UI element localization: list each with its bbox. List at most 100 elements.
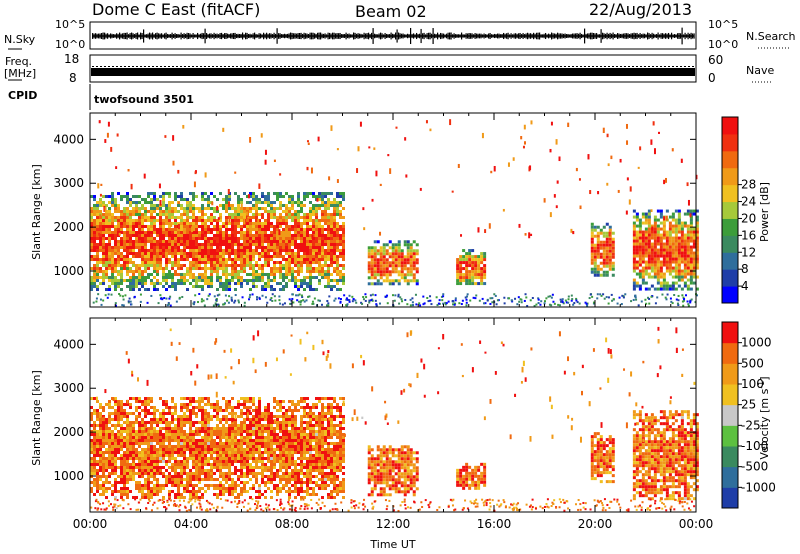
velocity-echo-cell: [108, 436, 111, 440]
power-echo-cell: [132, 285, 135, 289]
power-echo-cell: [635, 248, 639, 252]
nave-trace-dot: [444, 66, 446, 67]
power-echo-cell: [656, 287, 660, 291]
power-echo-cell: [412, 267, 416, 271]
power-scatter-cell: [561, 298, 564, 301]
power-echo-cell: [324, 201, 327, 205]
nave-trace-dot: [124, 66, 126, 67]
nave-trace-dot: [240, 66, 242, 67]
velocity-echo-cell: [144, 481, 147, 485]
power-echo-cell: [243, 243, 246, 247]
power-echo-cell: [141, 282, 144, 286]
power-echo-cell: [111, 264, 114, 268]
power-scatter-cell: [393, 299, 396, 302]
velocity-echo-cell: [135, 484, 138, 488]
power-echo-cell: [96, 243, 99, 247]
power-scatter-cell: [345, 298, 348, 301]
velocity-echo-cell: [102, 466, 105, 470]
velocity-echo-cell: [171, 430, 174, 434]
nave-trace-dot: [264, 66, 266, 67]
nave-trace-dot: [144, 66, 146, 67]
power-echo-cell: [659, 275, 663, 279]
freq-top-tick: 18: [64, 52, 79, 66]
power-echo-cell: [219, 249, 222, 253]
power-echo-cell: [111, 198, 114, 202]
power-echo-cell: [312, 261, 315, 265]
power-echo-cell: [234, 240, 237, 244]
nave-trace-dot: [604, 66, 606, 67]
power-echo-cell: [650, 236, 654, 240]
power-echo-cell: [249, 228, 252, 232]
nave-trace-dot: [600, 66, 602, 67]
power-echo-cell: [195, 258, 198, 262]
power-echo-cell: [370, 264, 374, 268]
power-echo-cell: [683, 257, 687, 261]
power-echo-cell: [608, 255, 612, 259]
power-echo-cell: [114, 282, 117, 286]
velocity-echo-cell: [144, 472, 147, 476]
power-y-tick-label: 3000: [53, 176, 84, 190]
velocity-echo-cell: [114, 451, 117, 455]
power-echo-cell: [99, 270, 102, 274]
power-echo-cell: [264, 234, 267, 238]
power-echo-cell: [144, 267, 147, 271]
power-echo-cell: [671, 230, 675, 234]
power-scatter-cell: [216, 303, 219, 306]
power-echo-cell: [96, 246, 99, 250]
power-echo-cell: [309, 207, 312, 211]
power-echo-cell: [171, 273, 174, 277]
power-scatter-cell: [401, 300, 404, 303]
nave-trace-dot: [672, 66, 674, 67]
power-echo-cell: [382, 264, 386, 268]
velocity-echo-cell: [144, 478, 147, 482]
freq-strip-frame: [89, 54, 697, 83]
power-scatter-cell: [234, 171, 237, 174]
velocity-echo-cell: [135, 400, 138, 404]
power-echo-cell: [370, 246, 374, 250]
power-echo-cell: [288, 255, 291, 259]
power-echo-cell: [662, 242, 666, 246]
power-echo-cell: [480, 270, 484, 274]
power-scatter-cell: [442, 295, 445, 298]
power-echo-cell: [189, 225, 192, 229]
power-echo-cell: [647, 251, 651, 255]
velocity-echo-cell: [123, 451, 126, 455]
velocity-echo-cell: [96, 481, 99, 485]
power-echo-cell: [126, 198, 129, 202]
power-echo-cell: [309, 213, 312, 217]
nave-trace-dot: [560, 66, 562, 67]
power-echo-cell: [336, 201, 339, 205]
power-echo-cell: [680, 260, 684, 264]
velocity-echo-cell: [126, 424, 129, 428]
velocity-echo-cell: [93, 397, 96, 401]
power-echo-cell: [394, 252, 398, 256]
power-echo-cell: [391, 264, 395, 268]
velocity-echo-cell: [90, 442, 93, 446]
power-echo-cell: [126, 255, 129, 259]
power-echo-cell: [231, 237, 234, 241]
velocity-echo-cell: [171, 415, 174, 419]
power-echo-cell: [318, 195, 321, 199]
power-echo-cell: [114, 234, 117, 238]
power-echo-cell: [282, 234, 285, 238]
power-echo-cell: [474, 282, 478, 286]
power-echo-cell: [270, 258, 273, 262]
power-scatter-cell: [164, 135, 167, 138]
power-echo-cell: [222, 198, 225, 202]
power-echo-cell: [216, 234, 219, 238]
nave-trace-dot: [380, 66, 382, 67]
power-echo-cell: [225, 273, 228, 277]
velocity-echo-cell: [99, 457, 102, 461]
power-echo-cell: [306, 267, 309, 271]
power-echo-cell: [135, 276, 138, 280]
power-echo-cell: [159, 282, 162, 286]
power-scatter-cell: [261, 294, 264, 297]
power-echo-cell: [240, 216, 243, 220]
power-echo-cell: [650, 269, 654, 273]
power-scatter-cell: [273, 159, 276, 163]
power-echo-cell: [249, 207, 252, 211]
power-echo-cell: [677, 239, 681, 243]
power-echo-cell: [608, 240, 612, 244]
power-echo-cell: [333, 258, 336, 262]
power-echo-cell: [216, 279, 219, 283]
